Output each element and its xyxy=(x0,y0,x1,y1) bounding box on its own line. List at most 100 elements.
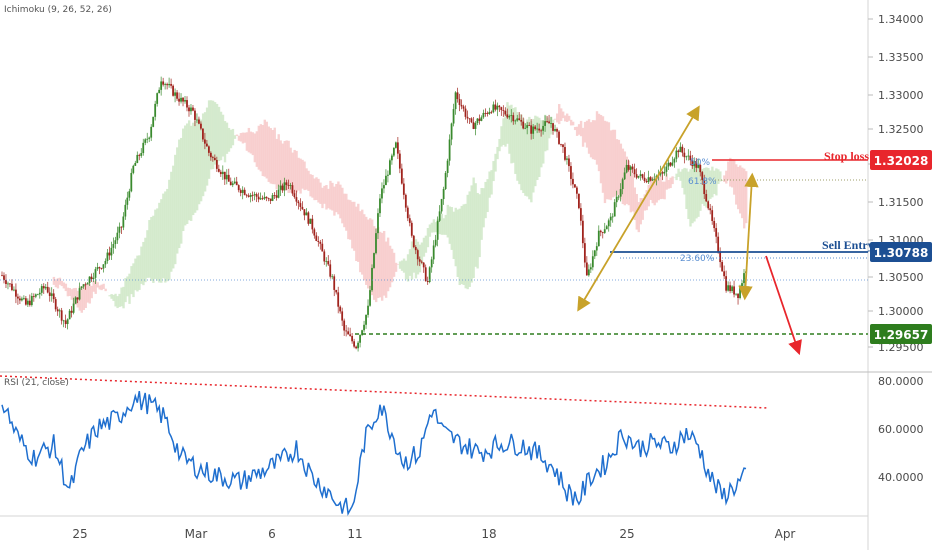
candle-body xyxy=(512,115,515,122)
candle-body xyxy=(253,194,256,196)
price-tick-label: 1.31500 xyxy=(878,196,924,209)
rsi-axis[interactable]: 80.0000 60.0000 40.0000 xyxy=(878,375,924,484)
candle-body xyxy=(546,121,548,122)
cloud-segment xyxy=(444,214,448,235)
cloud-segment xyxy=(211,100,215,170)
rsi-legend[interactable]: RSI (21, close) xyxy=(4,378,69,388)
cloud-segment xyxy=(571,121,575,126)
cloud-segment xyxy=(349,200,352,240)
ichimoku-legend[interactable]: Ichimoku (9, 26, 52, 26) xyxy=(4,5,112,15)
cloud-segment xyxy=(468,191,471,287)
candle-body xyxy=(223,171,226,180)
candle-body xyxy=(643,177,646,182)
candle-body xyxy=(593,250,596,257)
cloud-segment xyxy=(239,133,243,142)
candle-body xyxy=(267,198,270,199)
cloud-segment xyxy=(482,188,485,228)
measure-arrow-up xyxy=(577,105,700,312)
candle-body xyxy=(679,146,682,153)
time-axis[interactable]: 25 Mar 6 11 18 25 Apr xyxy=(72,527,795,541)
cloud-segment xyxy=(227,127,231,152)
cloud-segment xyxy=(406,254,410,282)
candle-body xyxy=(68,310,71,320)
cloud-segment xyxy=(160,199,163,283)
candle-body xyxy=(194,110,196,120)
candle-body xyxy=(231,183,234,186)
cloud-segment xyxy=(396,264,400,265)
candle-body xyxy=(72,303,75,313)
candle-body xyxy=(731,286,733,292)
candle-body xyxy=(683,152,686,158)
cloud-segment xyxy=(182,128,185,232)
candle-body xyxy=(152,116,155,127)
candle-body xyxy=(404,194,407,208)
candle-body xyxy=(227,174,230,182)
cloud-segment xyxy=(715,168,718,196)
candle-body xyxy=(552,123,554,131)
cloud-segment xyxy=(512,108,515,163)
candle-body xyxy=(685,156,688,158)
candle-body xyxy=(42,286,45,289)
candle-body xyxy=(576,187,578,194)
candle-body xyxy=(116,232,119,241)
cloud-segment xyxy=(544,114,547,152)
candle-body xyxy=(438,211,441,221)
cloud-segment xyxy=(490,170,493,195)
candle-body xyxy=(341,311,344,321)
cloud-segment xyxy=(709,170,712,199)
cloud-segment xyxy=(371,219,374,296)
time-tick-label: 18 xyxy=(481,527,496,541)
candle-body xyxy=(462,106,465,109)
candle-body xyxy=(271,195,274,201)
cloud-segment xyxy=(367,219,370,289)
price-tick-label: 1.32500 xyxy=(878,123,924,136)
cloud-segment xyxy=(500,126,503,147)
candle-body xyxy=(514,120,517,122)
cloud-segment xyxy=(374,227,378,303)
candle-body xyxy=(605,226,608,230)
cloud-segment xyxy=(209,100,213,170)
candle-body xyxy=(520,119,523,122)
candle-body xyxy=(627,164,630,170)
candle-body xyxy=(265,196,268,199)
candle-body xyxy=(74,297,77,304)
candle-body xyxy=(639,174,642,176)
price-axis[interactable]: 1.340001.335001.330001.325001.320001.315… xyxy=(868,13,924,354)
stop-loss-badge: 1.32028 xyxy=(870,150,932,170)
candle-body xyxy=(146,138,149,140)
cloud-segment xyxy=(108,295,111,297)
cloud-segment xyxy=(496,146,499,160)
fib-label-50: 50% xyxy=(690,158,710,168)
candle-body xyxy=(707,201,710,209)
candle-body xyxy=(202,128,204,140)
candle-body xyxy=(544,121,546,126)
candle-body xyxy=(615,196,618,203)
cloud-segment xyxy=(195,120,199,211)
sell-entry-price: 1.30788 xyxy=(874,246,929,260)
candle-body xyxy=(633,169,636,175)
cloud-segment xyxy=(729,157,732,187)
cloud-segment xyxy=(174,154,177,265)
candle-body xyxy=(456,92,459,100)
cloud-segment xyxy=(178,139,181,249)
cloud-segment xyxy=(104,288,107,292)
candle-body xyxy=(22,298,25,300)
candle-body xyxy=(566,158,568,160)
candle-body xyxy=(13,289,15,291)
cloud-segment xyxy=(116,296,119,309)
candle-body xyxy=(398,153,401,169)
candle-body xyxy=(498,105,501,108)
cloud-segment xyxy=(554,118,557,120)
cloud-segment xyxy=(510,104,513,164)
candle-body xyxy=(331,276,334,278)
candle-body xyxy=(132,165,135,173)
candle-body xyxy=(62,320,65,322)
candle-body xyxy=(172,85,174,96)
candle-body xyxy=(347,331,350,335)
cloud-segment xyxy=(166,188,169,282)
candle-body xyxy=(28,300,31,306)
cloud-segment xyxy=(476,192,479,269)
candle-body xyxy=(365,314,367,325)
candle-body xyxy=(357,342,359,349)
